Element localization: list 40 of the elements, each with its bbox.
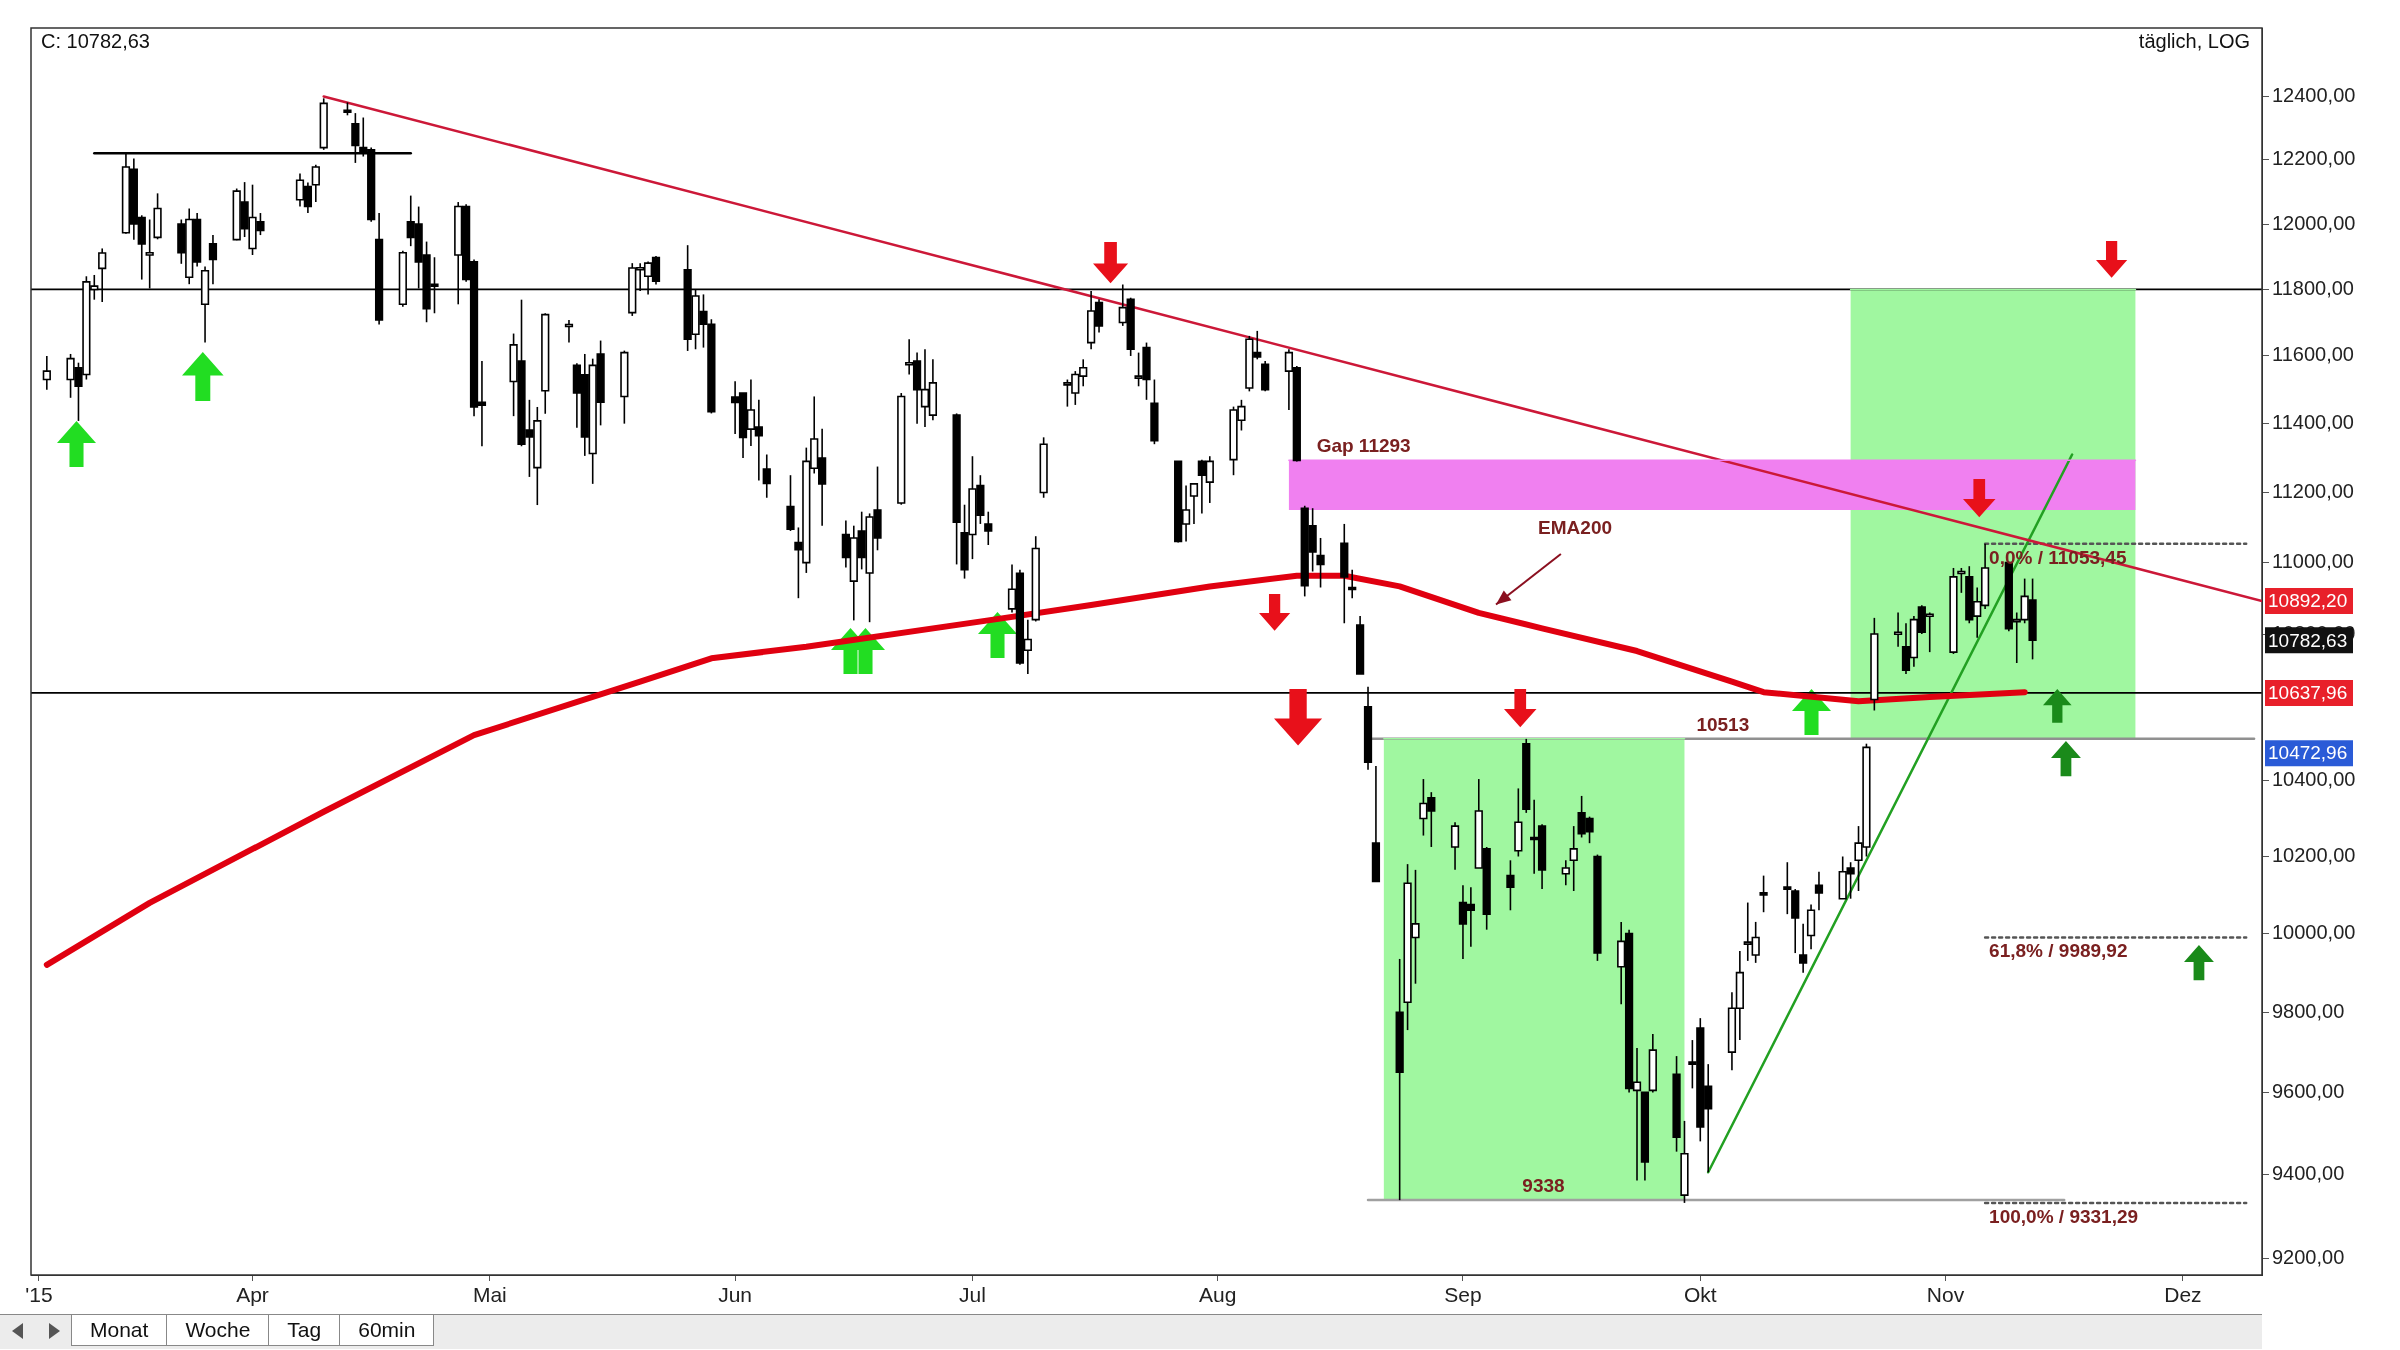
x-tick-label: Jun <box>718 1283 753 1307</box>
y-tick-label: 12400,00 <box>2272 83 2356 106</box>
y-tick-label: 11800,00 <box>2272 276 2354 299</box>
x-tick-label: Aug <box>1199 1283 1237 1307</box>
y-tick-label: 10000,00 <box>2272 921 2356 944</box>
y-tick-label: 11000,00 <box>2272 550 2354 573</box>
text: 60min <box>339 1315 435 1346</box>
y-tick-label: 11600,00 <box>2272 343 2354 366</box>
y-tick-label: 11400,00 <box>2272 411 2354 434</box>
annotation: Gap 11293 <box>1316 435 1411 457</box>
annotation: EMA200 <box>1538 516 1613 538</box>
y-tick-label: 10400,00 <box>2272 768 2356 791</box>
x-tick-label: Jul <box>959 1283 986 1307</box>
y-tick-label: 12000,00 <box>2272 211 2356 234</box>
text: Woche <box>166 1315 270 1346</box>
annotation: 9338 <box>1522 1174 1565 1196</box>
y-tick-label: 10200,00 <box>2272 844 2356 867</box>
annotation: C: 10782,63 <box>41 29 150 52</box>
x-tick-label: Okt <box>1683 1283 1717 1307</box>
y-tick-label: 9200,00 <box>2272 1245 2345 1268</box>
x-tick-label: Nov <box>1926 1283 1965 1307</box>
y-tick-label: 11200,00 <box>2272 480 2354 503</box>
annotation: täglich, LOG <box>2138 29 2250 52</box>
annotation: 61,8% / 9989,92 <box>1989 940 2128 962</box>
x-tick-label: Mai <box>472 1283 507 1307</box>
y-tick-label: 9400,00 <box>2272 1161 2345 1184</box>
y-tick-label: 9600,00 <box>2272 1079 2345 1102</box>
y-tick-label: 9800,00 <box>2272 999 2345 1022</box>
x-tick-label: Sep <box>1444 1283 1482 1307</box>
x-tick-label: '15 <box>25 1283 53 1307</box>
y-tick-label: 12200,00 <box>2272 147 2356 170</box>
annotation: 10513 <box>1696 713 1750 735</box>
annotation: 100,0% / 9331,29 <box>1989 1205 2139 1227</box>
x-tick-label: Dez <box>2164 1283 2202 1307</box>
annotation: 10892,20 <box>2268 590 2348 612</box>
text: Monat <box>71 1315 168 1346</box>
x-tick-label: Apr <box>236 1283 269 1307</box>
ref-line-label: 10637,96 <box>2268 682 2348 704</box>
text: 10472,96 <box>2268 742 2348 764</box>
text: Tag <box>268 1315 341 1346</box>
